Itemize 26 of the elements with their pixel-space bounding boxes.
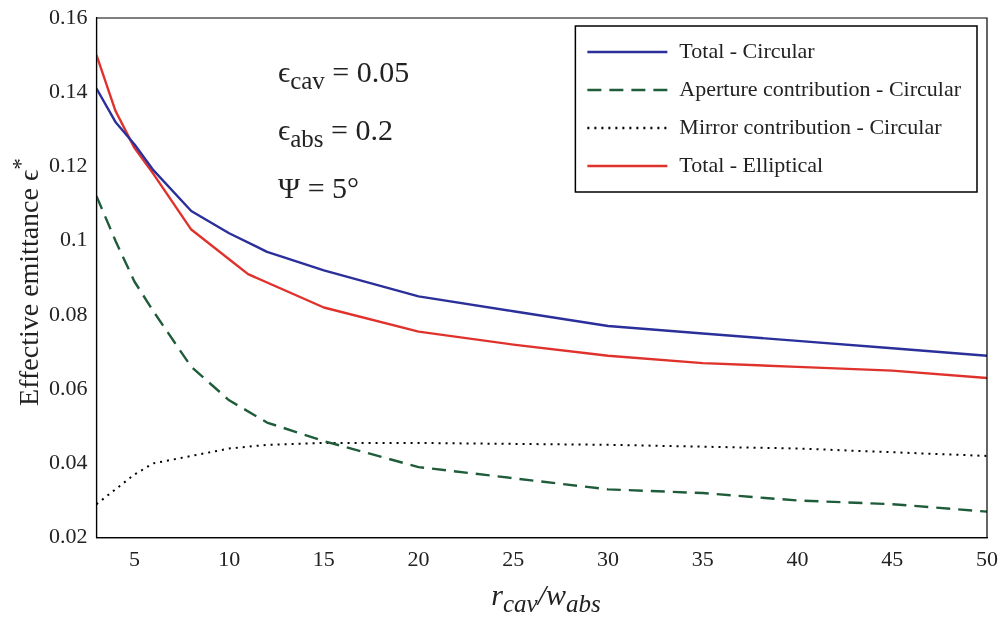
- annotation: ϵ$_{abs}$ = 0.2: [278, 113, 393, 153]
- x-tick-label: 5: [128, 545, 140, 571]
- y-tick-label: 0.04: [49, 449, 88, 475]
- x-tick-label: 15: [312, 545, 335, 571]
- legend-label: Aperture contribution - Circular: [679, 75, 962, 101]
- legend-label: Mirror contribution - Circular: [679, 113, 943, 139]
- x-tick-label: 30: [597, 545, 620, 571]
- x-tick-label: 20: [407, 545, 430, 571]
- y-tick-label: 0.1: [60, 226, 88, 252]
- y-tick-label: 0.14: [49, 78, 88, 104]
- y-tick-label: 0.02: [49, 523, 88, 549]
- x-tick-label: 35: [691, 545, 714, 571]
- legend-label: Total - Circular: [679, 37, 816, 63]
- annotation: ϵ$_{cav}$ = 0.05: [278, 55, 410, 95]
- x-tick-label: 45: [881, 545, 904, 571]
- annotation: Ψ = 5°: [278, 171, 360, 205]
- y-tick-label: 0.08: [49, 300, 88, 326]
- y-tick-label: 0.12: [49, 152, 88, 178]
- y-tick-label: 0.16: [49, 3, 88, 29]
- x-axis-title: r$_{cav}$/w$_{abs}$: [491, 578, 601, 618]
- legend-label: Total - Elliptical: [679, 151, 824, 177]
- x-tick-label: 50: [976, 545, 998, 571]
- x-tick-label: 25: [502, 545, 525, 571]
- x-tick-label: 10: [218, 545, 241, 571]
- x-tick-label: 40: [786, 545, 809, 571]
- y-tick-label: 0.06: [49, 374, 88, 400]
